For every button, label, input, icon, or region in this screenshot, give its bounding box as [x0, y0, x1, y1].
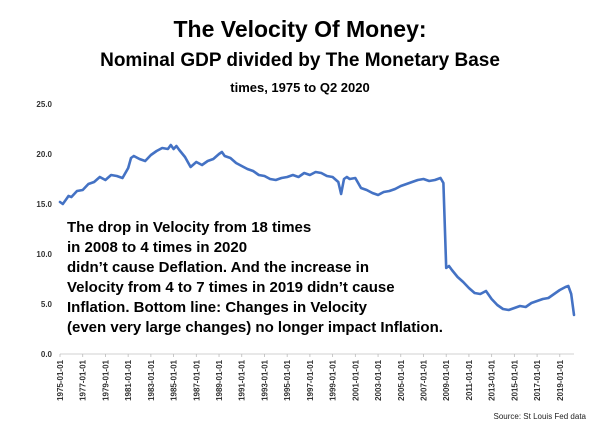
x-tick-label: 2007-01-01 [419, 359, 428, 400]
x-tick-label: 1985-01-01 [170, 359, 179, 400]
x-tick-label: 1979-01-01 [101, 359, 110, 400]
x-tick-label: 1975-01-01 [56, 359, 65, 400]
series-line [58, 143, 576, 317]
x-tick-label: 1981-01-01 [124, 359, 133, 400]
x-tick-label: 1995-01-01 [283, 359, 292, 400]
chart-subtitle: Nominal GDP divided by The Monetary Base [100, 50, 500, 71]
annotation-line: Velocity from 4 to 7 times in 2019 didn’… [67, 279, 395, 296]
x-tick-label: 1977-01-01 [79, 359, 88, 400]
x-tick-label: 2015-01-01 [510, 359, 519, 400]
y-tick-label: 0.0 [41, 350, 53, 359]
chart-title: The Velocity Of Money: [173, 16, 427, 42]
annotation-line: (even very large changes) no longer impa… [67, 319, 443, 336]
annotation-line: Inflation. Bottom line: Changes in Veloc… [67, 299, 368, 316]
y-tick-label: 25.0 [36, 100, 52, 109]
x-tick-label: 1997-01-01 [306, 359, 315, 400]
chart-date-range: times, 1975 to Q2 2020 [230, 80, 370, 95]
x-tick-label: 2017-01-01 [533, 359, 542, 400]
x-tick-label: 1993-01-01 [260, 359, 269, 400]
x-tick-label: 1991-01-01 [238, 359, 247, 400]
x-tick-label: 2019-01-01 [556, 359, 565, 400]
annotation-line: in 2008 to 4 times in 2020 [67, 239, 248, 256]
y-tick-label: 15.0 [36, 200, 52, 209]
annotation-line: didn’t cause Deflation. And the increase… [67, 259, 369, 276]
x-tick-label: 2009-01-01 [442, 359, 451, 400]
x-tick-label: 1983-01-01 [147, 359, 156, 400]
y-tick-label: 5.0 [41, 300, 53, 309]
x-tick-label: 2011-01-01 [465, 359, 474, 400]
x-tick-label: 2001-01-01 [351, 359, 360, 400]
x-tick-label: 1989-01-01 [215, 359, 224, 400]
x-tick-label: 2013-01-01 [488, 359, 497, 400]
x-tick-label: 2005-01-01 [397, 359, 406, 400]
x-tick-label: 1999-01-01 [329, 359, 338, 400]
source-note: Source: St Louis Fed data [493, 412, 587, 421]
annotation-line: The drop in Velocity from 18 times [67, 219, 312, 236]
y-tick-label: 20.0 [36, 150, 52, 159]
y-tick-label: 10.0 [36, 250, 52, 259]
x-tick-label: 2003-01-01 [374, 359, 383, 400]
x-tick-label: 1987-01-01 [192, 359, 201, 400]
annotation-text: The drop in Velocity from 18 times in 20… [67, 218, 487, 338]
